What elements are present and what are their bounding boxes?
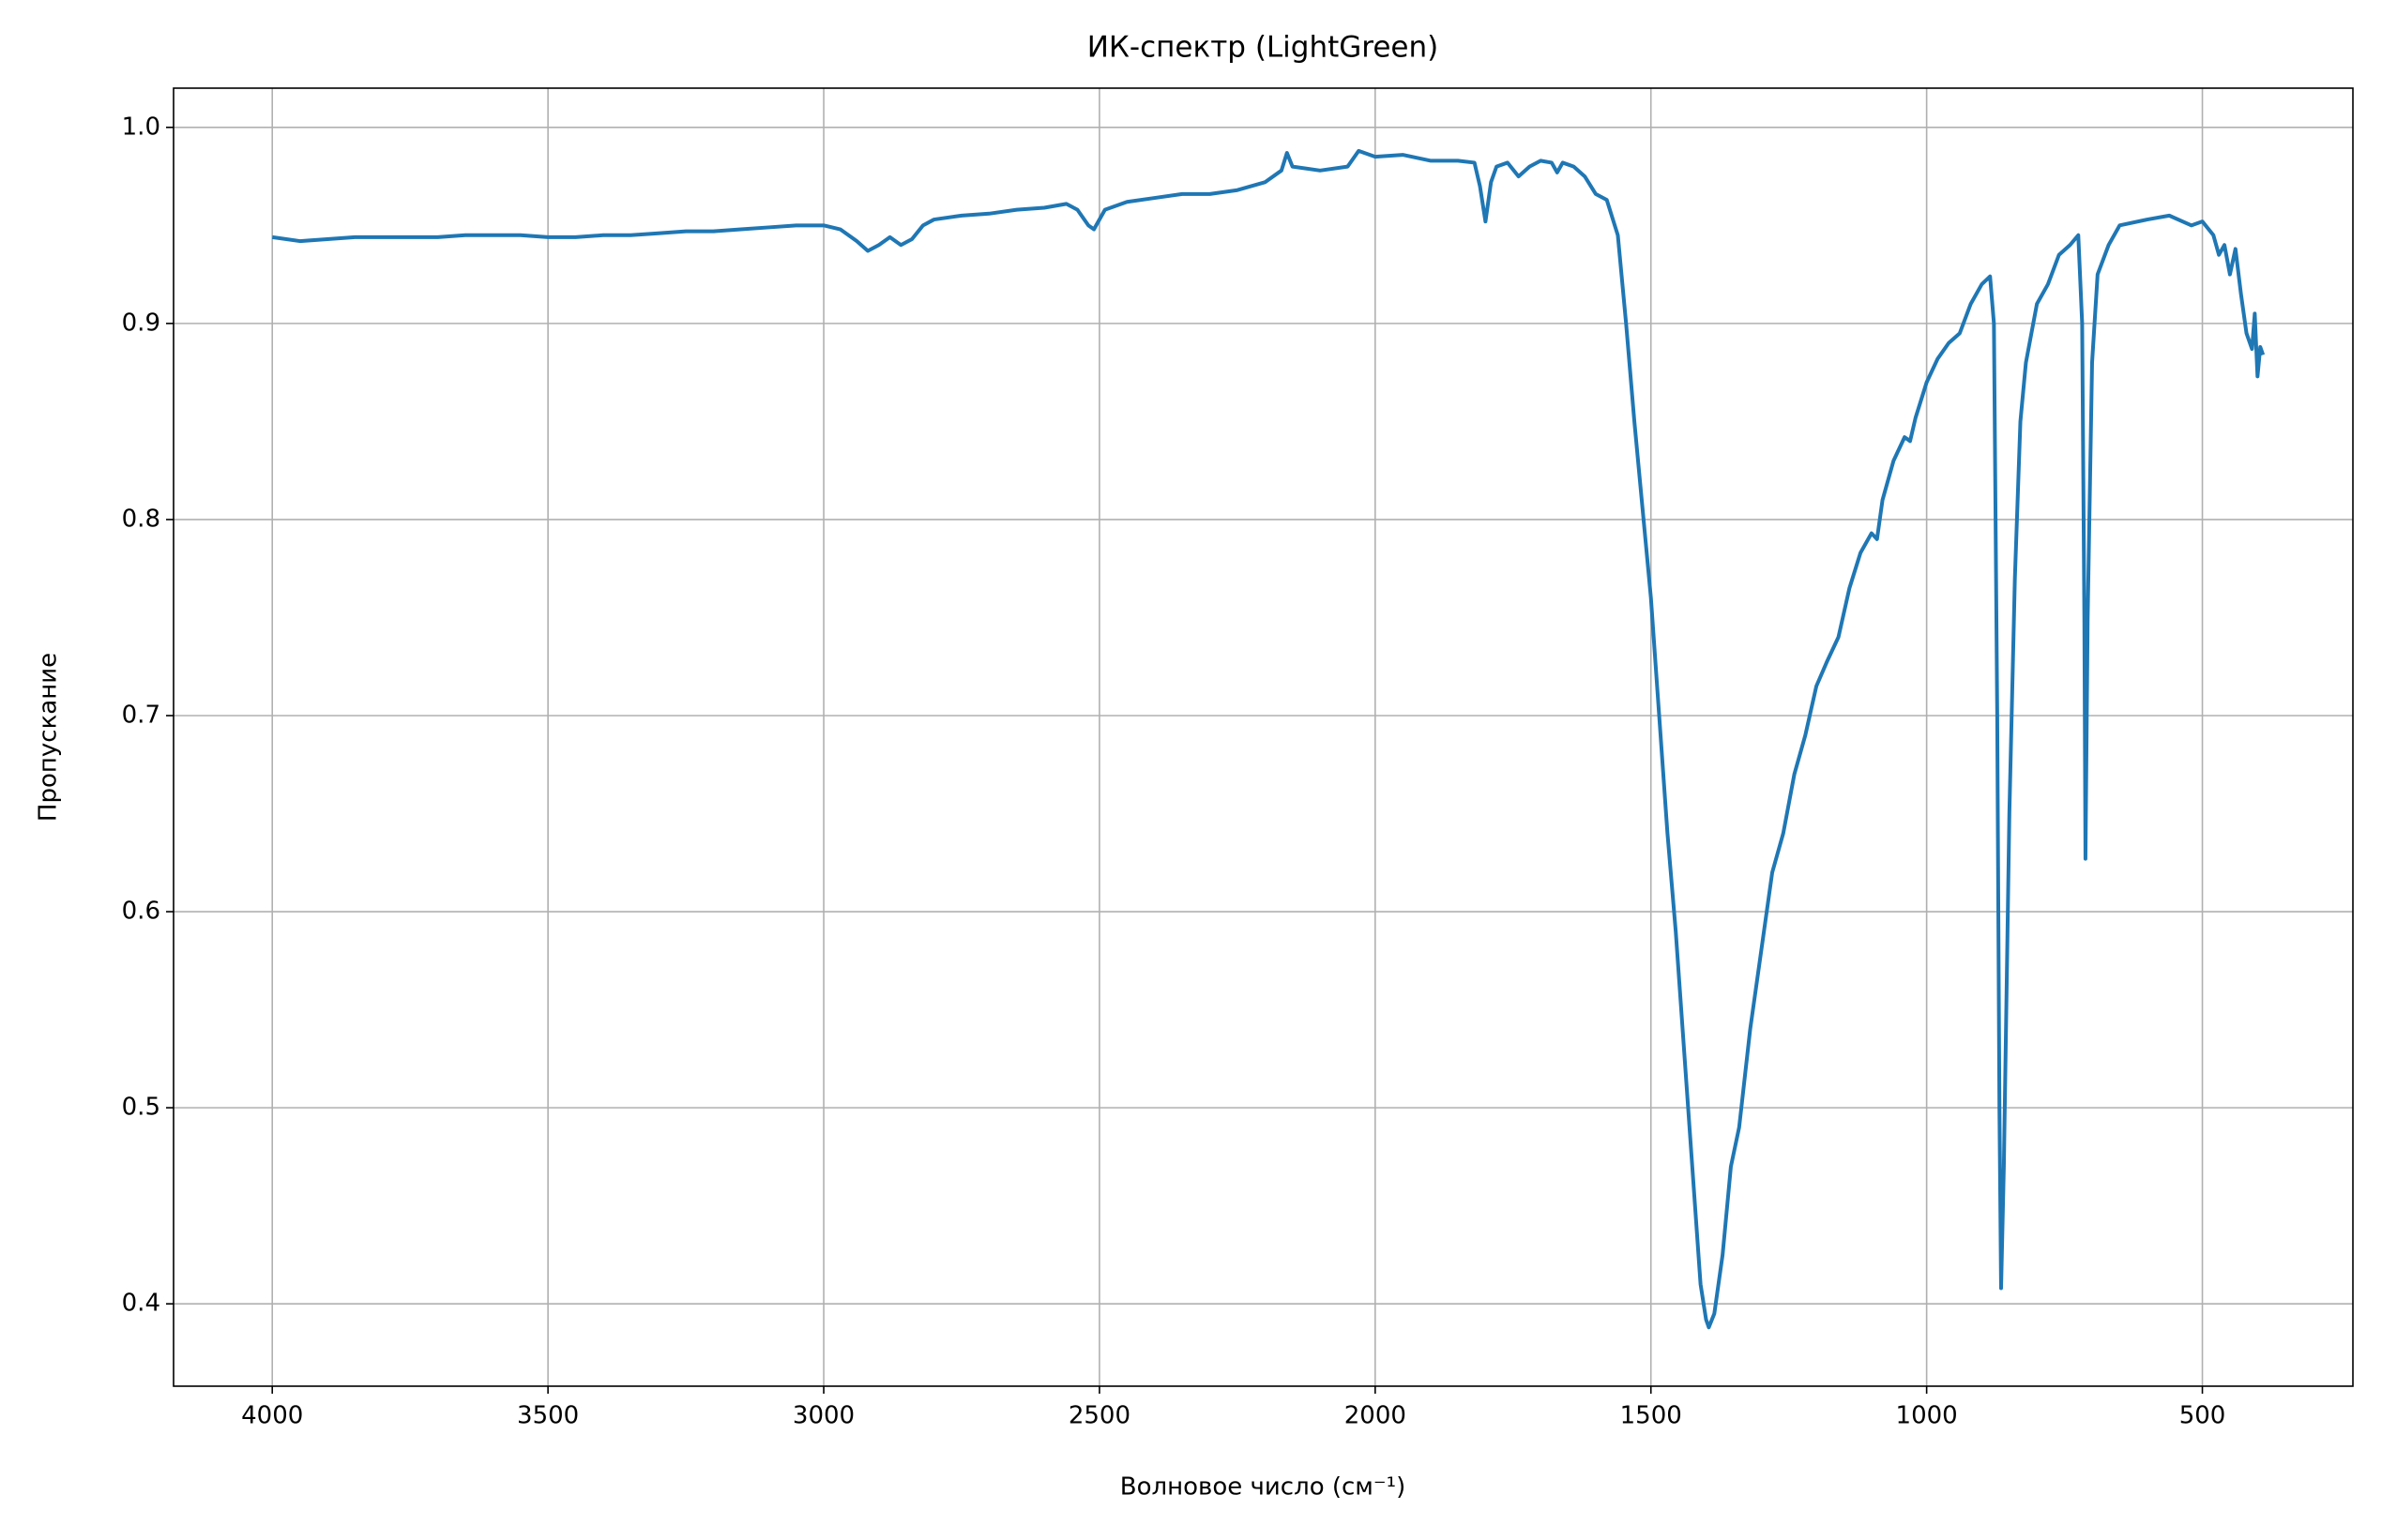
y-tick-label: 0.5 (122, 1094, 160, 1122)
x-tick-label: 4000 (241, 1402, 303, 1430)
x-tick-label: 1000 (1896, 1402, 1958, 1430)
x-axis-label: Волновое число (см⁻¹) (1120, 1473, 1405, 1502)
y-axis-label: Пропускание (35, 653, 63, 822)
x-tick-label: 500 (2179, 1402, 2226, 1430)
x-tick-label: 2000 (1344, 1402, 1406, 1430)
data-line (271, 148, 2266, 1330)
y-tick-label: 1.0 (122, 113, 160, 141)
chart-title: ИК-спектр (LightGreen) (1087, 31, 1439, 65)
y-tick-label: 0.7 (122, 702, 160, 730)
y-tick-label: 0.6 (122, 898, 160, 926)
x-tick-label: 3500 (517, 1402, 579, 1430)
y-tick-label: 0.9 (122, 309, 160, 337)
x-tick-label: 3000 (793, 1402, 855, 1430)
y-tick-label: 0.4 (122, 1290, 160, 1318)
plot-frame (173, 87, 2354, 1387)
y-tick-label: 0.8 (122, 505, 160, 533)
x-tick-label: 2500 (1069, 1402, 1130, 1430)
x-tick-label: 1500 (1620, 1402, 1682, 1430)
